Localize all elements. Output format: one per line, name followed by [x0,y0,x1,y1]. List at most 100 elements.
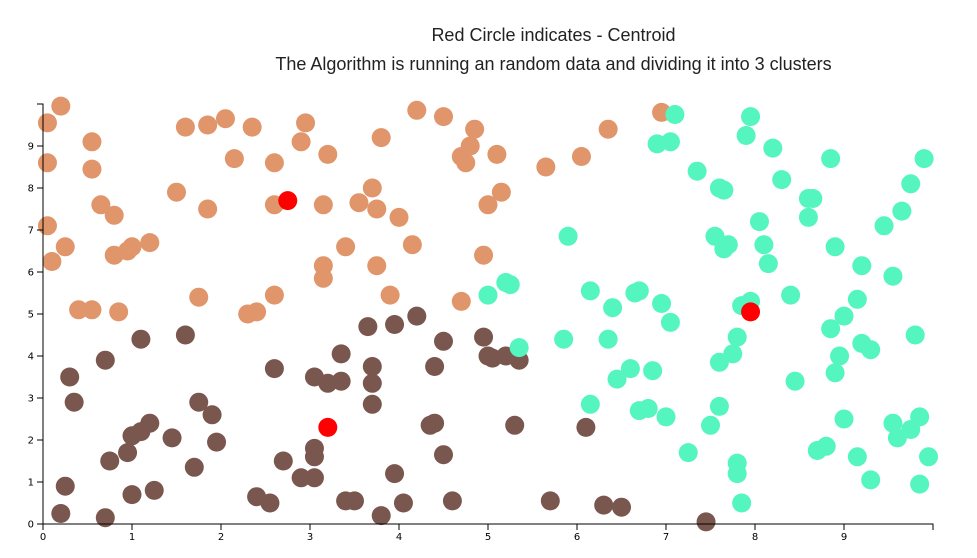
data-point [874,216,894,236]
y-tick-label: 1 [28,478,34,489]
data-point [643,361,663,381]
data-point [798,207,818,227]
data-point [313,268,333,288]
data-point [718,235,738,255]
y-tick-label: 5 [28,310,34,321]
x-tick-label: 4 [396,532,402,543]
data-point [51,504,71,523]
data-point [558,226,578,246]
centroid-point [318,417,338,437]
data-point [367,256,387,276]
data-point [367,199,387,219]
data-point [701,415,720,435]
x-axis: 0 1 2 3 4 5 6 7 8 9 [40,523,934,543]
data-point [629,281,649,301]
data-point [362,394,382,414]
data-point [460,136,480,156]
data-point [358,317,378,337]
data-point [919,447,939,467]
data-point [69,300,89,320]
data-point [122,237,142,257]
data-point [362,357,382,376]
x-tick: 7 [663,524,669,543]
points-layer [37,96,939,532]
data-point [264,153,284,173]
data-point [536,157,556,177]
data-point [714,180,734,200]
data-point [758,254,778,274]
data-point [580,394,600,414]
data-point [407,306,427,326]
data-point [540,491,560,511]
data-point [678,443,698,463]
data-point [82,159,102,179]
data-point [652,294,672,313]
data-point [362,373,382,393]
data-point [465,119,485,139]
data-point [834,409,854,429]
data-point [95,350,115,370]
y-tick: 4 [28,352,43,363]
data-point [861,470,881,490]
data-point [509,338,529,358]
data-point [727,464,747,484]
data-point [82,300,102,320]
data-point [612,497,631,517]
data-point [224,149,244,169]
data-point [763,138,783,158]
data-point [500,275,520,295]
data-point [296,113,316,133]
data-point [487,144,507,164]
data-point [727,327,747,347]
data-point [781,285,801,305]
y-tick: 6 [28,268,43,279]
data-point [852,256,872,276]
x-tick: 2 [218,524,224,543]
y-tick: 9 [28,142,43,153]
x-tick-label: 6 [574,532,580,543]
data-point [825,363,845,383]
data-point [189,287,209,307]
data-point [816,436,836,456]
data-point [109,302,129,322]
data-point [291,132,311,152]
data-point [140,413,160,433]
data-point [434,107,453,127]
data-point [37,153,57,173]
x-tick-label: 0 [40,532,46,543]
data-point [456,153,476,173]
data-point [451,291,471,311]
data-point [491,182,511,202]
centroid-point [741,302,761,322]
x-tick: 5 [485,524,491,543]
data-point [910,474,930,494]
data-point [371,506,391,526]
y-tick: 1 [28,478,43,489]
data-point [51,96,71,116]
data-point [709,396,729,416]
data-point [37,216,57,236]
data-point [331,344,351,364]
data-point [122,485,142,505]
y-tick: 5 [28,310,43,321]
data-point [385,315,405,334]
data-point [175,325,195,345]
data-point [202,405,222,425]
data-point [37,113,57,133]
data-point [318,144,338,164]
data-point [785,371,805,391]
data-point [264,359,284,379]
data-point [385,464,405,484]
x-tick-label: 8 [752,532,758,543]
data-point [434,445,453,465]
data-point [696,512,716,532]
data-point [425,413,445,433]
data-point [91,195,111,215]
data-point [580,281,600,301]
data-point [803,189,823,208]
x-tick-label: 1 [129,532,135,543]
data-point [313,195,333,215]
y-tick-label: 0 [28,520,34,531]
data-point [331,371,351,391]
data-point [291,468,311,488]
